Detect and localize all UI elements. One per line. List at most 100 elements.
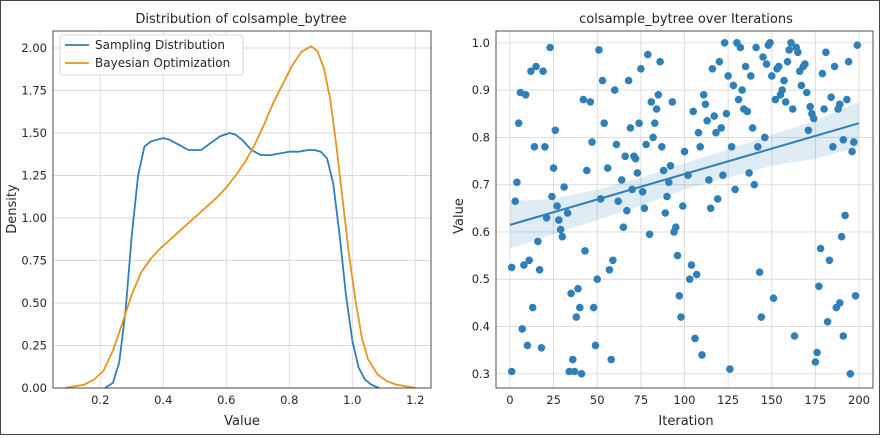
scatter-point bbox=[696, 143, 704, 151]
scatter-point bbox=[816, 244, 825, 253]
scatter-point bbox=[701, 100, 710, 109]
scatter-point bbox=[534, 237, 542, 246]
scatter-point bbox=[527, 67, 535, 75]
scatter-y-tick-label: 0.8 bbox=[472, 130, 490, 144]
scatter-point bbox=[626, 124, 635, 132]
scatter-point bbox=[541, 143, 549, 151]
legend-box bbox=[59, 34, 244, 76]
scatter-point bbox=[785, 46, 793, 54]
scatter-point bbox=[806, 102, 814, 111]
scatter-point bbox=[621, 152, 629, 161]
scatter-point bbox=[853, 41, 862, 49]
scatter-point bbox=[644, 50, 652, 59]
scatter-point bbox=[663, 192, 671, 201]
scatter-x-tick-label: 25 bbox=[546, 393, 561, 407]
density-x-tick-label: 1.2 bbox=[406, 393, 424, 407]
scatter-point bbox=[666, 162, 675, 170]
scatter-point bbox=[822, 48, 830, 57]
scatter-point bbox=[589, 303, 598, 312]
scatter-point bbox=[603, 164, 612, 172]
scatter-point bbox=[677, 313, 685, 321]
density-chart-grid bbox=[53, 31, 431, 389]
scatter-point bbox=[679, 202, 687, 210]
scatter-point bbox=[525, 256, 533, 265]
scatter-y-tick-label: 1.0 bbox=[472, 36, 490, 50]
scatter-point bbox=[851, 292, 860, 300]
scatter-point bbox=[583, 166, 591, 175]
scatter-point bbox=[563, 209, 572, 217]
sampling-distribution-curve bbox=[104, 132, 380, 389]
scatter-point bbox=[703, 117, 711, 125]
scatter-point bbox=[579, 95, 588, 104]
scatter-point bbox=[548, 192, 556, 201]
scatter-point bbox=[712, 128, 720, 137]
scatter-point bbox=[532, 62, 540, 71]
scatter-point bbox=[715, 57, 724, 66]
scatter-point bbox=[598, 76, 607, 85]
scatter-point bbox=[600, 119, 608, 127]
density-x-tick-label: 0.6 bbox=[217, 393, 235, 407]
scatter-point bbox=[788, 105, 797, 113]
scatter-point bbox=[514, 119, 523, 127]
scatter-point bbox=[841, 211, 849, 220]
scatter-point bbox=[741, 62, 750, 71]
scatter-point bbox=[520, 261, 528, 269]
density-y-tick-label: 1.00 bbox=[21, 211, 47, 225]
scatter-y-ticks: 0.3 0.4 0.5 0.6 0.7 0.8 0.9 1.0 bbox=[472, 36, 490, 381]
scatter-point bbox=[553, 202, 561, 210]
scatter-point bbox=[722, 109, 731, 118]
scatter-point bbox=[713, 195, 722, 203]
scatter-x-tick-label: 100 bbox=[674, 393, 696, 407]
scatter-point bbox=[574, 284, 582, 293]
scatter-point bbox=[642, 140, 650, 149]
scatter-point bbox=[818, 69, 827, 78]
scatter-point bbox=[623, 206, 631, 215]
scatter-point bbox=[694, 128, 703, 137]
scatter-point bbox=[720, 39, 729, 47]
scatter-point bbox=[624, 76, 633, 85]
scatter-x-tick-label: 125 bbox=[717, 393, 739, 407]
scatter-point bbox=[825, 256, 834, 265]
scatter-point bbox=[637, 65, 645, 73]
scatter-point bbox=[801, 60, 809, 68]
scatter-point bbox=[827, 93, 835, 101]
scatter-point bbox=[698, 351, 706, 359]
scatter-point bbox=[593, 275, 601, 284]
scatter-point bbox=[537, 344, 546, 352]
scatter-point bbox=[743, 107, 752, 116]
scatter-x-ticks: 0 25 50 75 100 125 150 175 200 bbox=[506, 393, 870, 407]
scatter-point bbox=[754, 143, 762, 151]
scatter-point bbox=[610, 86, 619, 94]
scatter-point bbox=[734, 95, 743, 104]
scatter-point bbox=[572, 313, 581, 321]
scatter-point bbox=[549, 164, 558, 172]
regression-line bbox=[509, 122, 860, 226]
scatter-point bbox=[672, 223, 680, 231]
scatter-x-tick-label: 200 bbox=[848, 393, 870, 407]
scatter-y-tick-label: 0.4 bbox=[472, 320, 490, 334]
scatter-point bbox=[692, 270, 701, 279]
scatter-x-label: Iteration bbox=[658, 414, 713, 429]
scatter-point bbox=[781, 98, 790, 106]
scatter-point bbox=[809, 114, 818, 123]
scatter-point bbox=[717, 124, 725, 132]
scatter-y-tick-label: 0.6 bbox=[472, 225, 490, 239]
scatter-point bbox=[699, 91, 708, 99]
scatter-point bbox=[736, 43, 745, 52]
density-y-tick-label: 1.75 bbox=[21, 84, 47, 98]
scatter-point bbox=[617, 176, 626, 184]
scatter-point bbox=[844, 57, 853, 66]
scatter-point bbox=[542, 214, 551, 222]
scatter-point bbox=[551, 126, 560, 135]
scatter-point bbox=[633, 169, 642, 177]
density-y-tick-label: 0.50 bbox=[21, 296, 47, 310]
density-x-tick-label: 0.2 bbox=[91, 393, 109, 407]
scatter-point bbox=[848, 147, 856, 156]
scatter-point bbox=[689, 107, 697, 116]
scatter-x-tick-label: 175 bbox=[804, 393, 826, 407]
scatter-point bbox=[661, 209, 670, 217]
scatter-point bbox=[850, 138, 858, 146]
scatter-point bbox=[521, 91, 530, 99]
